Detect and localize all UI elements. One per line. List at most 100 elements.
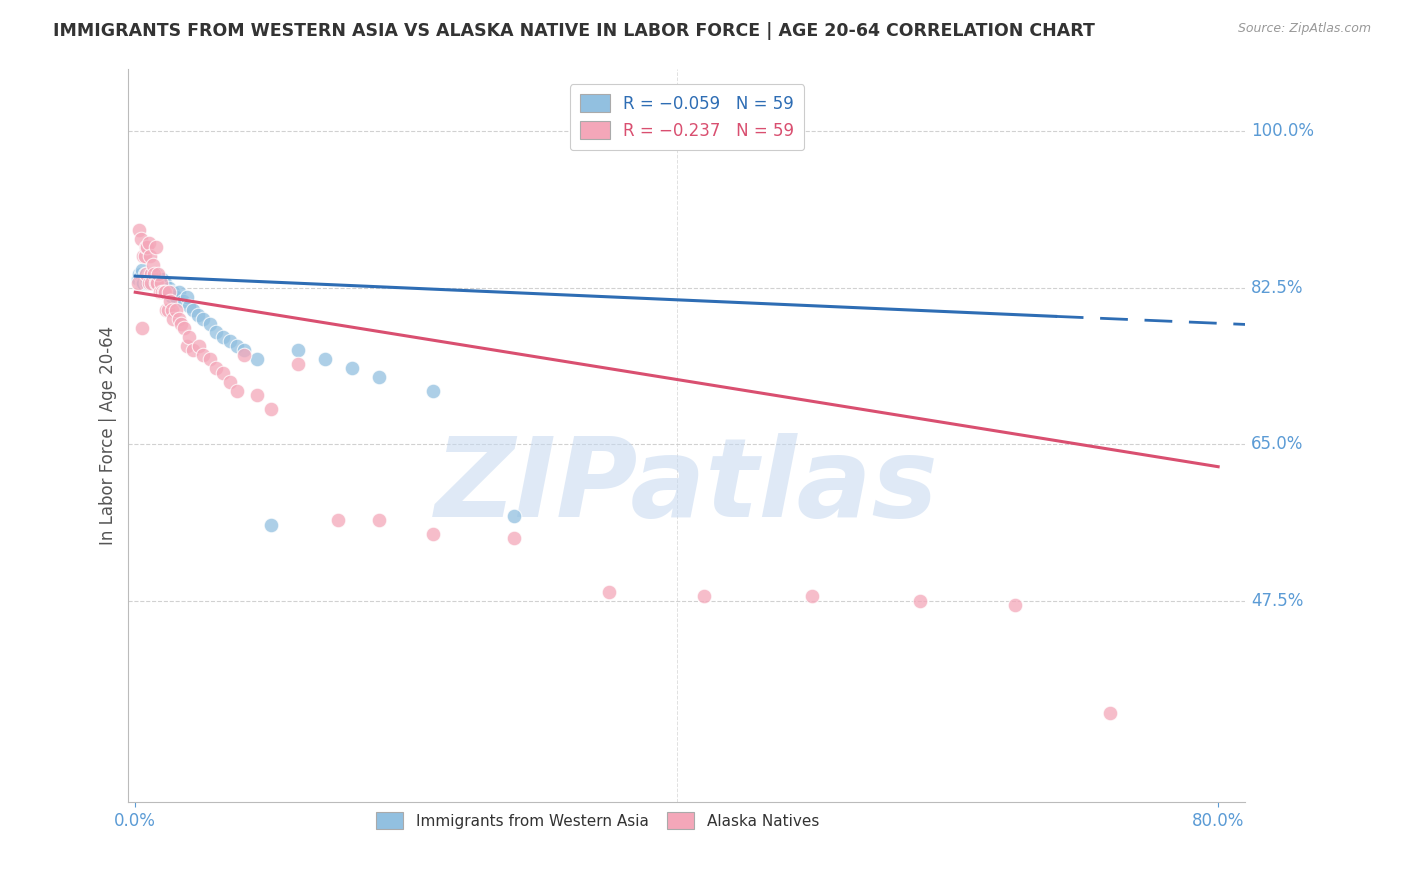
Point [167, 312, 190, 326]
Point [159, 294, 181, 309]
Point [173, 321, 195, 335]
Point [146, 277, 169, 291]
Text: 82.5%: 82.5% [1251, 278, 1303, 297]
Point [142, 259, 165, 273]
Legend: Immigrants from Western Asia, Alaska Natives: Immigrants from Western Asia, Alaska Nat… [370, 806, 825, 835]
Point [156, 285, 179, 300]
Point [132, 249, 155, 263]
Point [129, 231, 152, 245]
Point [246, 352, 269, 367]
Point [1004, 599, 1026, 613]
Point [198, 317, 221, 331]
Point [135, 268, 157, 282]
Point [259, 517, 281, 532]
Point [212, 330, 235, 344]
Point [225, 384, 247, 398]
Point [135, 277, 157, 291]
Point [219, 375, 242, 389]
Point [287, 357, 309, 371]
Point [314, 352, 336, 367]
Point [205, 361, 228, 376]
Y-axis label: In Labor Force | Age 20-64: In Labor Force | Age 20-64 [100, 326, 117, 545]
Point [160, 290, 183, 304]
Text: 65.0%: 65.0% [1251, 435, 1303, 453]
Point [138, 277, 160, 291]
Point [598, 585, 620, 599]
Point [153, 277, 176, 291]
Point [155, 303, 177, 318]
Point [149, 272, 172, 286]
Point [422, 526, 444, 541]
Point [162, 285, 184, 300]
Point [157, 285, 180, 300]
Point [138, 235, 160, 250]
Point [259, 401, 281, 416]
Point [167, 285, 190, 300]
Point [134, 249, 156, 263]
Point [165, 303, 187, 318]
Point [328, 513, 350, 527]
Point [131, 263, 153, 277]
Point [148, 277, 170, 291]
Point [128, 222, 150, 236]
Point [156, 303, 179, 318]
Point [187, 339, 209, 353]
Point [136, 277, 159, 291]
Point [205, 326, 228, 340]
Point [162, 312, 184, 326]
Point [149, 277, 172, 291]
Point [910, 594, 932, 608]
Point [212, 366, 235, 380]
Point [179, 330, 201, 344]
Text: IMMIGRANTS FROM WESTERN ASIA VS ALASKA NATIVE IN LABOR FORCE | AGE 20-64 CORRELA: IMMIGRANTS FROM WESTERN ASIA VS ALASKA N… [53, 22, 1095, 40]
Point [141, 272, 163, 286]
Point [225, 339, 247, 353]
Point [138, 277, 160, 291]
Point [219, 334, 242, 349]
Point [135, 240, 157, 254]
Point [186, 308, 208, 322]
Text: 100.0%: 100.0% [1251, 122, 1313, 140]
Point [143, 272, 166, 286]
Point [801, 590, 824, 604]
Point [159, 285, 181, 300]
Text: Source: ZipAtlas.com: Source: ZipAtlas.com [1237, 22, 1371, 36]
Point [183, 303, 205, 318]
Point [149, 277, 172, 291]
Point [191, 312, 214, 326]
Point [503, 531, 526, 545]
Point [176, 339, 198, 353]
Point [146, 277, 169, 291]
Point [143, 268, 166, 282]
Point [141, 268, 163, 282]
Point [503, 508, 526, 523]
Point [132, 277, 155, 291]
Point [179, 299, 201, 313]
Point [170, 317, 193, 331]
Point [150, 277, 173, 291]
Point [246, 388, 269, 402]
Point [165, 290, 187, 304]
Point [172, 294, 194, 309]
Point [127, 277, 149, 291]
Point [152, 277, 174, 291]
Text: ZIPatlas: ZIPatlas [434, 434, 939, 541]
Point [128, 268, 150, 282]
Point [155, 285, 177, 300]
Point [150, 285, 173, 300]
Point [287, 343, 309, 358]
Point [142, 268, 165, 282]
Point [150, 272, 173, 286]
Point [145, 277, 167, 291]
Point [127, 272, 149, 286]
Point [157, 281, 180, 295]
Point [139, 268, 162, 282]
Point [131, 277, 153, 291]
Point [139, 249, 162, 263]
Point [148, 268, 170, 282]
Point [198, 352, 221, 367]
Point [340, 361, 363, 376]
Point [138, 268, 160, 282]
Point [183, 343, 205, 358]
Point [1098, 706, 1121, 720]
